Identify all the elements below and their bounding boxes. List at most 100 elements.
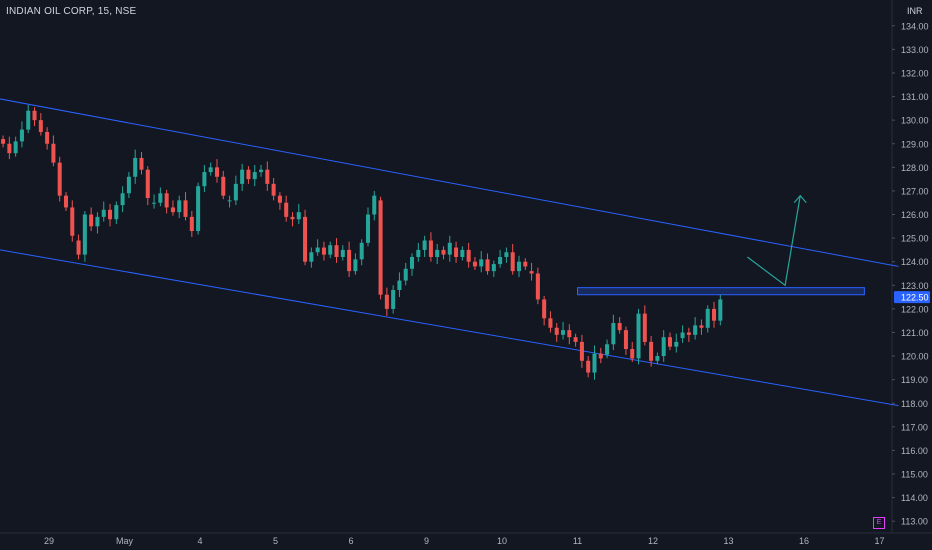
x-tick-label: 11 <box>573 536 582 546</box>
candle-body <box>95 216 100 227</box>
candle-body <box>611 323 616 345</box>
candle-body <box>284 202 289 217</box>
candle-body <box>447 242 452 255</box>
candle-body <box>152 202 157 204</box>
candle-body <box>712 308 717 321</box>
price-axis: 113.00 114.00 115.00 116.00 117.00 118.00 119.… <box>892 21 930 527</box>
candle-body <box>13 141 18 154</box>
candle-body <box>372 195 377 215</box>
x-tick-label: 12 <box>648 536 658 546</box>
candle-body <box>214 167 220 177</box>
candle-body <box>76 240 81 255</box>
candle-body <box>485 259 490 272</box>
candle-body <box>177 200 182 213</box>
candle-body <box>32 110 37 121</box>
candle-body <box>246 169 251 180</box>
candle-body <box>630 348 635 359</box>
candle-body <box>592 353 597 373</box>
candle-body <box>686 332 691 335</box>
candle-body <box>586 360 591 373</box>
y-tick-label: 132.00 <box>901 68 929 78</box>
candle-body <box>290 216 295 220</box>
trend-channel <box>0 98 899 407</box>
candle-body <box>277 195 282 203</box>
candle-body <box>145 169 150 199</box>
candle-body <box>554 327 559 335</box>
candle-body <box>227 200 232 202</box>
x-tick-label: 29 <box>44 536 54 546</box>
candle-body <box>170 207 175 213</box>
candle-body <box>422 240 427 250</box>
candle-body <box>240 169 245 184</box>
candle-body <box>252 172 257 180</box>
y-tick-label: 130.00 <box>901 116 929 126</box>
y-tick-label: 134.00 <box>901 21 929 31</box>
candle-body <box>454 247 459 257</box>
candle-body <box>315 247 320 253</box>
candle-body <box>89 214 94 227</box>
candle-body <box>139 157 144 170</box>
candle-body <box>441 249 446 255</box>
candle-body <box>617 323 622 331</box>
candle-body <box>347 249 352 272</box>
candle-body <box>391 290 396 309</box>
candle-body <box>82 214 87 255</box>
candle-body <box>233 183 238 201</box>
events-icon[interactable]: E <box>873 517 885 529</box>
y-tick-label: 123.00 <box>901 281 929 291</box>
candle-body <box>120 193 125 206</box>
candle-body <box>529 271 534 274</box>
lower-channel-line <box>0 249 899 407</box>
candle-body <box>359 242 364 260</box>
y-tick-label: 121.00 <box>901 328 929 338</box>
x-tick-label: 10 <box>497 536 507 546</box>
candle-body <box>699 325 704 328</box>
candle-body <box>403 268 408 281</box>
candle-body <box>567 330 572 338</box>
candle-body <box>561 330 566 335</box>
candle-body <box>655 356 660 361</box>
candle-body <box>164 193 169 208</box>
candle-body <box>183 200 188 217</box>
candle-body <box>535 273 540 300</box>
candle-body <box>126 176 131 194</box>
y-tick-label: 129.00 <box>901 139 929 149</box>
x-tick-label: 4 <box>197 536 202 546</box>
candle-body <box>504 252 509 257</box>
resistance-zone-box <box>577 287 865 296</box>
candle-body <box>693 325 698 335</box>
x-tick-label: 16 <box>799 536 809 546</box>
time-axis: 29 May 4 5 6 9 10 11 12 13 16 17 <box>44 536 885 546</box>
y-tick-label: 113.00 <box>901 517 928 527</box>
candle-body <box>303 216 308 262</box>
y-tick-label: 118.00 <box>901 399 928 409</box>
y-tick-label: 115.00 <box>901 470 928 480</box>
candle-body <box>498 256 503 265</box>
projection-path <box>747 195 801 287</box>
y-tick-label: 128.00 <box>901 163 929 173</box>
candle-body <box>636 313 641 359</box>
candle-body <box>680 332 685 339</box>
y-tick-label: 125.00 <box>901 234 929 244</box>
candle-body <box>19 129 24 142</box>
candle-body <box>221 176 226 196</box>
y-tick-label: 120.00 <box>901 352 929 362</box>
candle-body <box>309 252 314 262</box>
candle-body <box>649 341 654 361</box>
candle-body <box>296 212 301 220</box>
candle-body <box>63 195 69 208</box>
x-tick-label: 13 <box>723 536 733 546</box>
y-tick-label: 127.00 <box>901 186 929 196</box>
candle-body <box>605 344 610 355</box>
candle-body <box>57 162 62 196</box>
last-price-badge <box>894 291 930 304</box>
candle-body <box>26 110 31 130</box>
candle-body <box>70 207 75 236</box>
candle-series <box>1 104 723 380</box>
y-tick-label: 116.00 <box>901 446 928 456</box>
candle-body <box>108 209 113 220</box>
candle-body <box>479 259 484 267</box>
candle-body <box>510 252 515 272</box>
candle-body <box>623 330 628 349</box>
